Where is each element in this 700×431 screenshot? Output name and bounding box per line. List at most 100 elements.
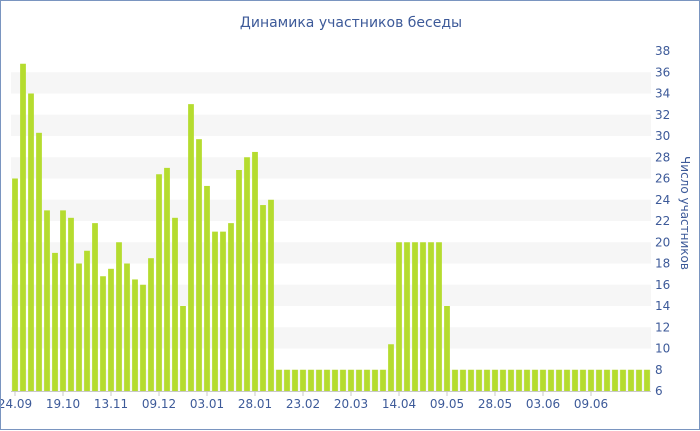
bar xyxy=(380,369,386,391)
bar xyxy=(420,242,426,391)
bar xyxy=(316,369,322,391)
bar xyxy=(364,369,370,391)
bar xyxy=(332,369,338,391)
x-tick-label: 28.01 xyxy=(238,397,272,411)
bar xyxy=(100,276,106,391)
bar xyxy=(156,174,162,391)
bar xyxy=(228,223,234,392)
bar xyxy=(116,242,122,391)
y-tick-label: 26 xyxy=(655,172,670,186)
grid-band xyxy=(11,369,651,391)
y-tick-label: 28 xyxy=(655,150,670,164)
bar xyxy=(580,369,586,391)
grid-band xyxy=(11,199,651,221)
bar xyxy=(524,369,530,391)
y-tick-label: 24 xyxy=(655,193,670,207)
bar xyxy=(540,369,546,391)
y-axis: 6 8 10 12 14 16 18 20 22 24 26 28 30 32 34 36 38 xyxy=(655,44,670,398)
bar xyxy=(468,369,474,391)
y-tick-label: 10 xyxy=(655,342,670,356)
bar xyxy=(300,369,306,391)
bar xyxy=(508,369,514,391)
bar xyxy=(516,369,522,391)
x-tick-label: 19.10 xyxy=(46,397,80,411)
bar xyxy=(308,369,314,391)
x-tick-label: 09.05 xyxy=(430,397,464,411)
bar xyxy=(572,369,578,391)
bar xyxy=(52,252,58,392)
bar xyxy=(412,242,418,391)
x-tick-label: 24.09 xyxy=(1,397,32,411)
bar xyxy=(236,170,242,391)
y-tick-label: 38 xyxy=(655,44,670,58)
bar xyxy=(244,157,250,391)
bar xyxy=(76,263,82,391)
x-tick-label: 28.05 xyxy=(478,397,512,411)
bar xyxy=(476,369,482,391)
bar xyxy=(220,231,226,392)
bar xyxy=(60,210,66,392)
y-tick-label: 6 xyxy=(655,384,663,398)
bar xyxy=(212,231,218,392)
bar xyxy=(292,369,298,391)
y-tick-label: 34 xyxy=(655,87,670,101)
y-tick-label: 22 xyxy=(655,214,670,228)
grid-band xyxy=(11,327,651,349)
y-axis-title: Число участников xyxy=(678,156,692,270)
y-tick-label: 36 xyxy=(655,65,670,79)
grid-band xyxy=(11,242,651,264)
bar xyxy=(404,242,410,391)
bar xyxy=(164,167,170,392)
x-tick-label: 03.06 xyxy=(526,397,560,411)
bar xyxy=(348,369,354,391)
bar xyxy=(132,279,138,391)
bar xyxy=(188,104,194,392)
bar xyxy=(548,369,554,391)
x-tick-label: 09.06 xyxy=(574,397,608,411)
y-tick-label: 30 xyxy=(655,129,670,143)
bar xyxy=(124,263,130,391)
x-tick-label: 14.04 xyxy=(382,397,416,411)
bar xyxy=(12,178,18,391)
x-tick-label: 03.01 xyxy=(190,397,224,411)
bar xyxy=(484,369,490,391)
bar xyxy=(180,306,186,391)
bar xyxy=(532,369,538,391)
bar xyxy=(172,217,178,391)
bar xyxy=(268,199,274,391)
x-tick-label: 13.11 xyxy=(94,397,128,411)
bar xyxy=(636,369,642,391)
bar xyxy=(644,369,650,391)
y-tick-label: 14 xyxy=(655,299,670,313)
bar xyxy=(612,369,618,391)
y-tick-label: 20 xyxy=(655,235,670,249)
bar xyxy=(140,284,146,391)
y-tick-label: 32 xyxy=(655,108,670,122)
bar xyxy=(564,369,570,391)
bar xyxy=(284,369,290,391)
bar xyxy=(92,223,98,392)
y-tick-label: 12 xyxy=(655,320,670,334)
bar xyxy=(84,250,90,391)
bar xyxy=(28,93,34,391)
bar xyxy=(492,369,498,391)
bar xyxy=(460,369,466,391)
grid-band xyxy=(11,284,651,306)
bar xyxy=(372,369,378,391)
bar xyxy=(148,258,154,391)
bar xyxy=(252,151,258,391)
grid-band xyxy=(11,114,651,136)
bar xyxy=(588,369,594,391)
bar xyxy=(204,185,210,391)
x-tick-label: 23.02 xyxy=(286,397,320,411)
grid-band xyxy=(11,72,651,94)
bar xyxy=(628,369,634,391)
bar xyxy=(596,369,602,391)
bar xyxy=(604,369,610,391)
bar xyxy=(556,369,562,391)
bar xyxy=(20,63,26,391)
y-tick-label: 18 xyxy=(655,257,670,271)
y-tick-label: 8 xyxy=(655,363,663,377)
